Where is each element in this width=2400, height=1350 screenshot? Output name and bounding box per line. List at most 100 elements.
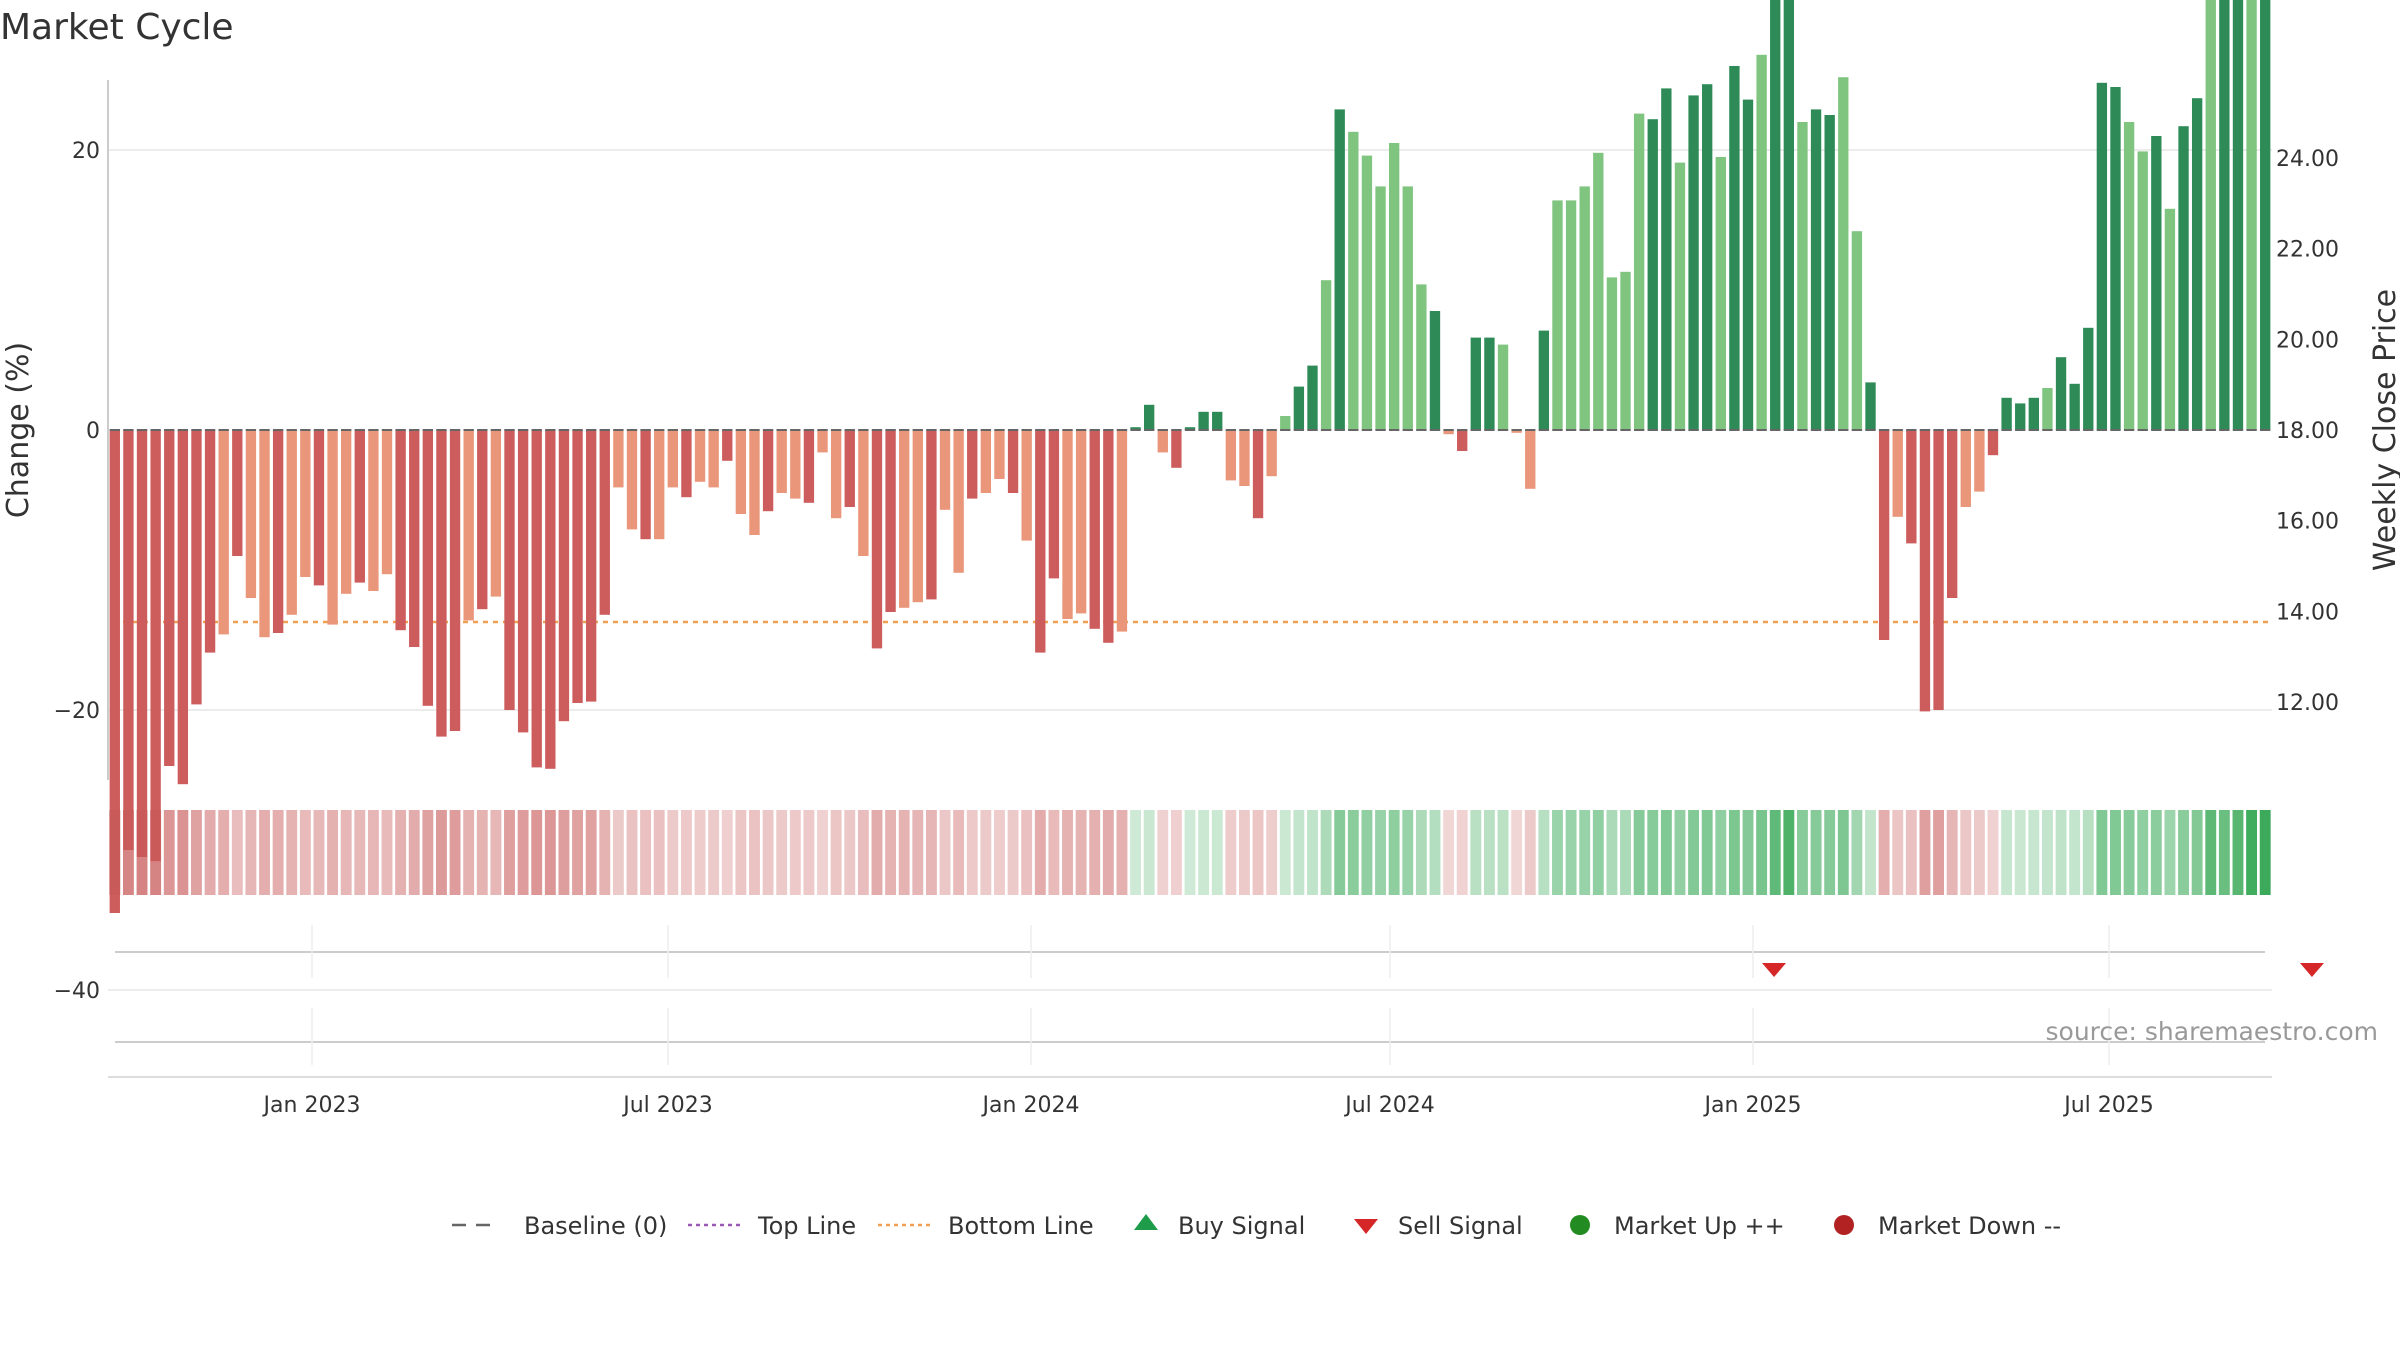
heat-cell bbox=[286, 810, 298, 895]
heat-cell bbox=[231, 810, 243, 895]
change-bar bbox=[1103, 430, 1114, 643]
heat-cell bbox=[1130, 810, 1142, 895]
change-bar bbox=[2246, 0, 2257, 431]
y2-tick-label: 20.00 bbox=[2276, 328, 2339, 353]
change-bar bbox=[1184, 427, 1196, 430]
change-bar bbox=[1783, 0, 1795, 431]
change-bar bbox=[1252, 430, 1264, 519]
change-bar bbox=[123, 430, 134, 850]
heat-cell bbox=[1238, 810, 1250, 895]
heat-cell bbox=[2232, 810, 2244, 895]
y-axis-ticks: 40200−20−40 bbox=[54, 139, 100, 1004]
heat-cell bbox=[898, 810, 910, 895]
y2-tick-label: 12.00 bbox=[2276, 691, 2339, 716]
heat-cell bbox=[204, 810, 216, 895]
heat-cell bbox=[1347, 810, 1359, 895]
x-tick-label: Jul 2024 bbox=[1343, 1093, 1435, 1118]
heat-cell bbox=[245, 810, 257, 895]
heat-cell bbox=[653, 810, 665, 895]
change-bar bbox=[994, 430, 1005, 479]
change-bar bbox=[164, 430, 175, 766]
change-bar bbox=[939, 430, 951, 510]
change-bar bbox=[654, 430, 665, 540]
change-bar bbox=[2123, 122, 2135, 430]
heat-cell bbox=[680, 810, 692, 895]
heat-cell bbox=[1715, 810, 1727, 895]
change-bar bbox=[694, 430, 706, 482]
heat-cell bbox=[1062, 810, 1073, 895]
change-bar bbox=[1742, 99, 1754, 430]
y2-tick-label: 22.00 bbox=[2276, 238, 2339, 263]
change-bar bbox=[1906, 430, 1917, 544]
heat-cell bbox=[1552, 810, 1563, 895]
change-bar bbox=[1280, 416, 1291, 430]
heat-cell bbox=[1483, 810, 1495, 895]
heat-cell bbox=[463, 810, 475, 895]
heat-cell bbox=[1252, 810, 1264, 895]
heat-cell bbox=[1170, 810, 1182, 895]
heat-cell bbox=[694, 810, 706, 895]
heat-cell bbox=[1660, 810, 1672, 895]
heat-cell bbox=[1089, 810, 1101, 895]
change-bar bbox=[1606, 277, 1618, 430]
change-bar bbox=[1075, 430, 1087, 614]
change-bar bbox=[1593, 152, 1604, 431]
change-bar bbox=[871, 430, 883, 649]
heat-cell bbox=[2055, 810, 2067, 895]
change-bar bbox=[409, 430, 420, 647]
heat-cell bbox=[1375, 810, 1386, 895]
change-bar bbox=[1266, 430, 1277, 477]
change-bar bbox=[735, 430, 747, 514]
heat-cell bbox=[640, 810, 652, 895]
heat-cell bbox=[1592, 810, 1604, 895]
heat-cell bbox=[1688, 810, 1700, 895]
heat-cell bbox=[1007, 810, 1019, 895]
y-tick-label: 20 bbox=[72, 139, 100, 164]
heat-cell bbox=[1797, 810, 1808, 895]
signal-panel bbox=[108, 925, 2324, 1078]
change-bar bbox=[749, 430, 760, 535]
change-bar bbox=[150, 430, 161, 862]
legend-label: Market Down -- bbox=[1878, 1212, 2061, 1240]
change-bar bbox=[2083, 327, 2094, 430]
change-bar bbox=[844, 430, 855, 507]
heat-cell bbox=[1647, 810, 1659, 895]
change-bar bbox=[1865, 382, 1876, 430]
change-bar bbox=[272, 430, 284, 633]
legend-label: Baseline (0) bbox=[524, 1212, 667, 1240]
change-bar bbox=[1130, 427, 1141, 430]
heat-cell bbox=[1143, 810, 1155, 895]
heat-cell bbox=[422, 810, 434, 895]
change-bar bbox=[640, 430, 651, 540]
change-bar bbox=[2110, 87, 2121, 430]
change-bar bbox=[1919, 430, 1931, 712]
y-tick-label: −40 bbox=[54, 979, 100, 1004]
change-bar bbox=[626, 430, 638, 530]
y2-axis-ticks: 24.00 22.00 20.00 18.00 16.00 14.00 12.00 bbox=[2276, 147, 2339, 716]
heat-cell bbox=[1742, 810, 1754, 895]
heat-cell bbox=[1960, 810, 1972, 895]
change-bar bbox=[1239, 430, 1250, 486]
change-bar bbox=[1729, 66, 1740, 430]
change-bar bbox=[422, 430, 434, 706]
change-bar bbox=[1089, 430, 1100, 629]
change-bar bbox=[286, 430, 297, 615]
heat-cell bbox=[1987, 810, 1999, 895]
change-bar bbox=[1429, 311, 1441, 430]
y2-tick-label: 18.00 bbox=[2276, 419, 2339, 444]
heat-cell bbox=[1443, 810, 1455, 895]
change-bar bbox=[245, 430, 257, 598]
heat-cell bbox=[163, 810, 175, 895]
change-bar bbox=[545, 430, 556, 769]
heat-cell bbox=[857, 810, 869, 895]
change-bar bbox=[817, 430, 828, 453]
heat-cell bbox=[585, 810, 597, 895]
legend-item: Market Up ++ bbox=[1570, 1212, 1785, 1240]
heat-cell bbox=[504, 810, 515, 895]
change-bar bbox=[1579, 186, 1590, 430]
y2-tick-label: 24.00 bbox=[2276, 147, 2339, 172]
sell-signal-marker bbox=[2299, 963, 2324, 977]
change-bar bbox=[477, 430, 488, 610]
change-bar bbox=[1171, 430, 1182, 468]
